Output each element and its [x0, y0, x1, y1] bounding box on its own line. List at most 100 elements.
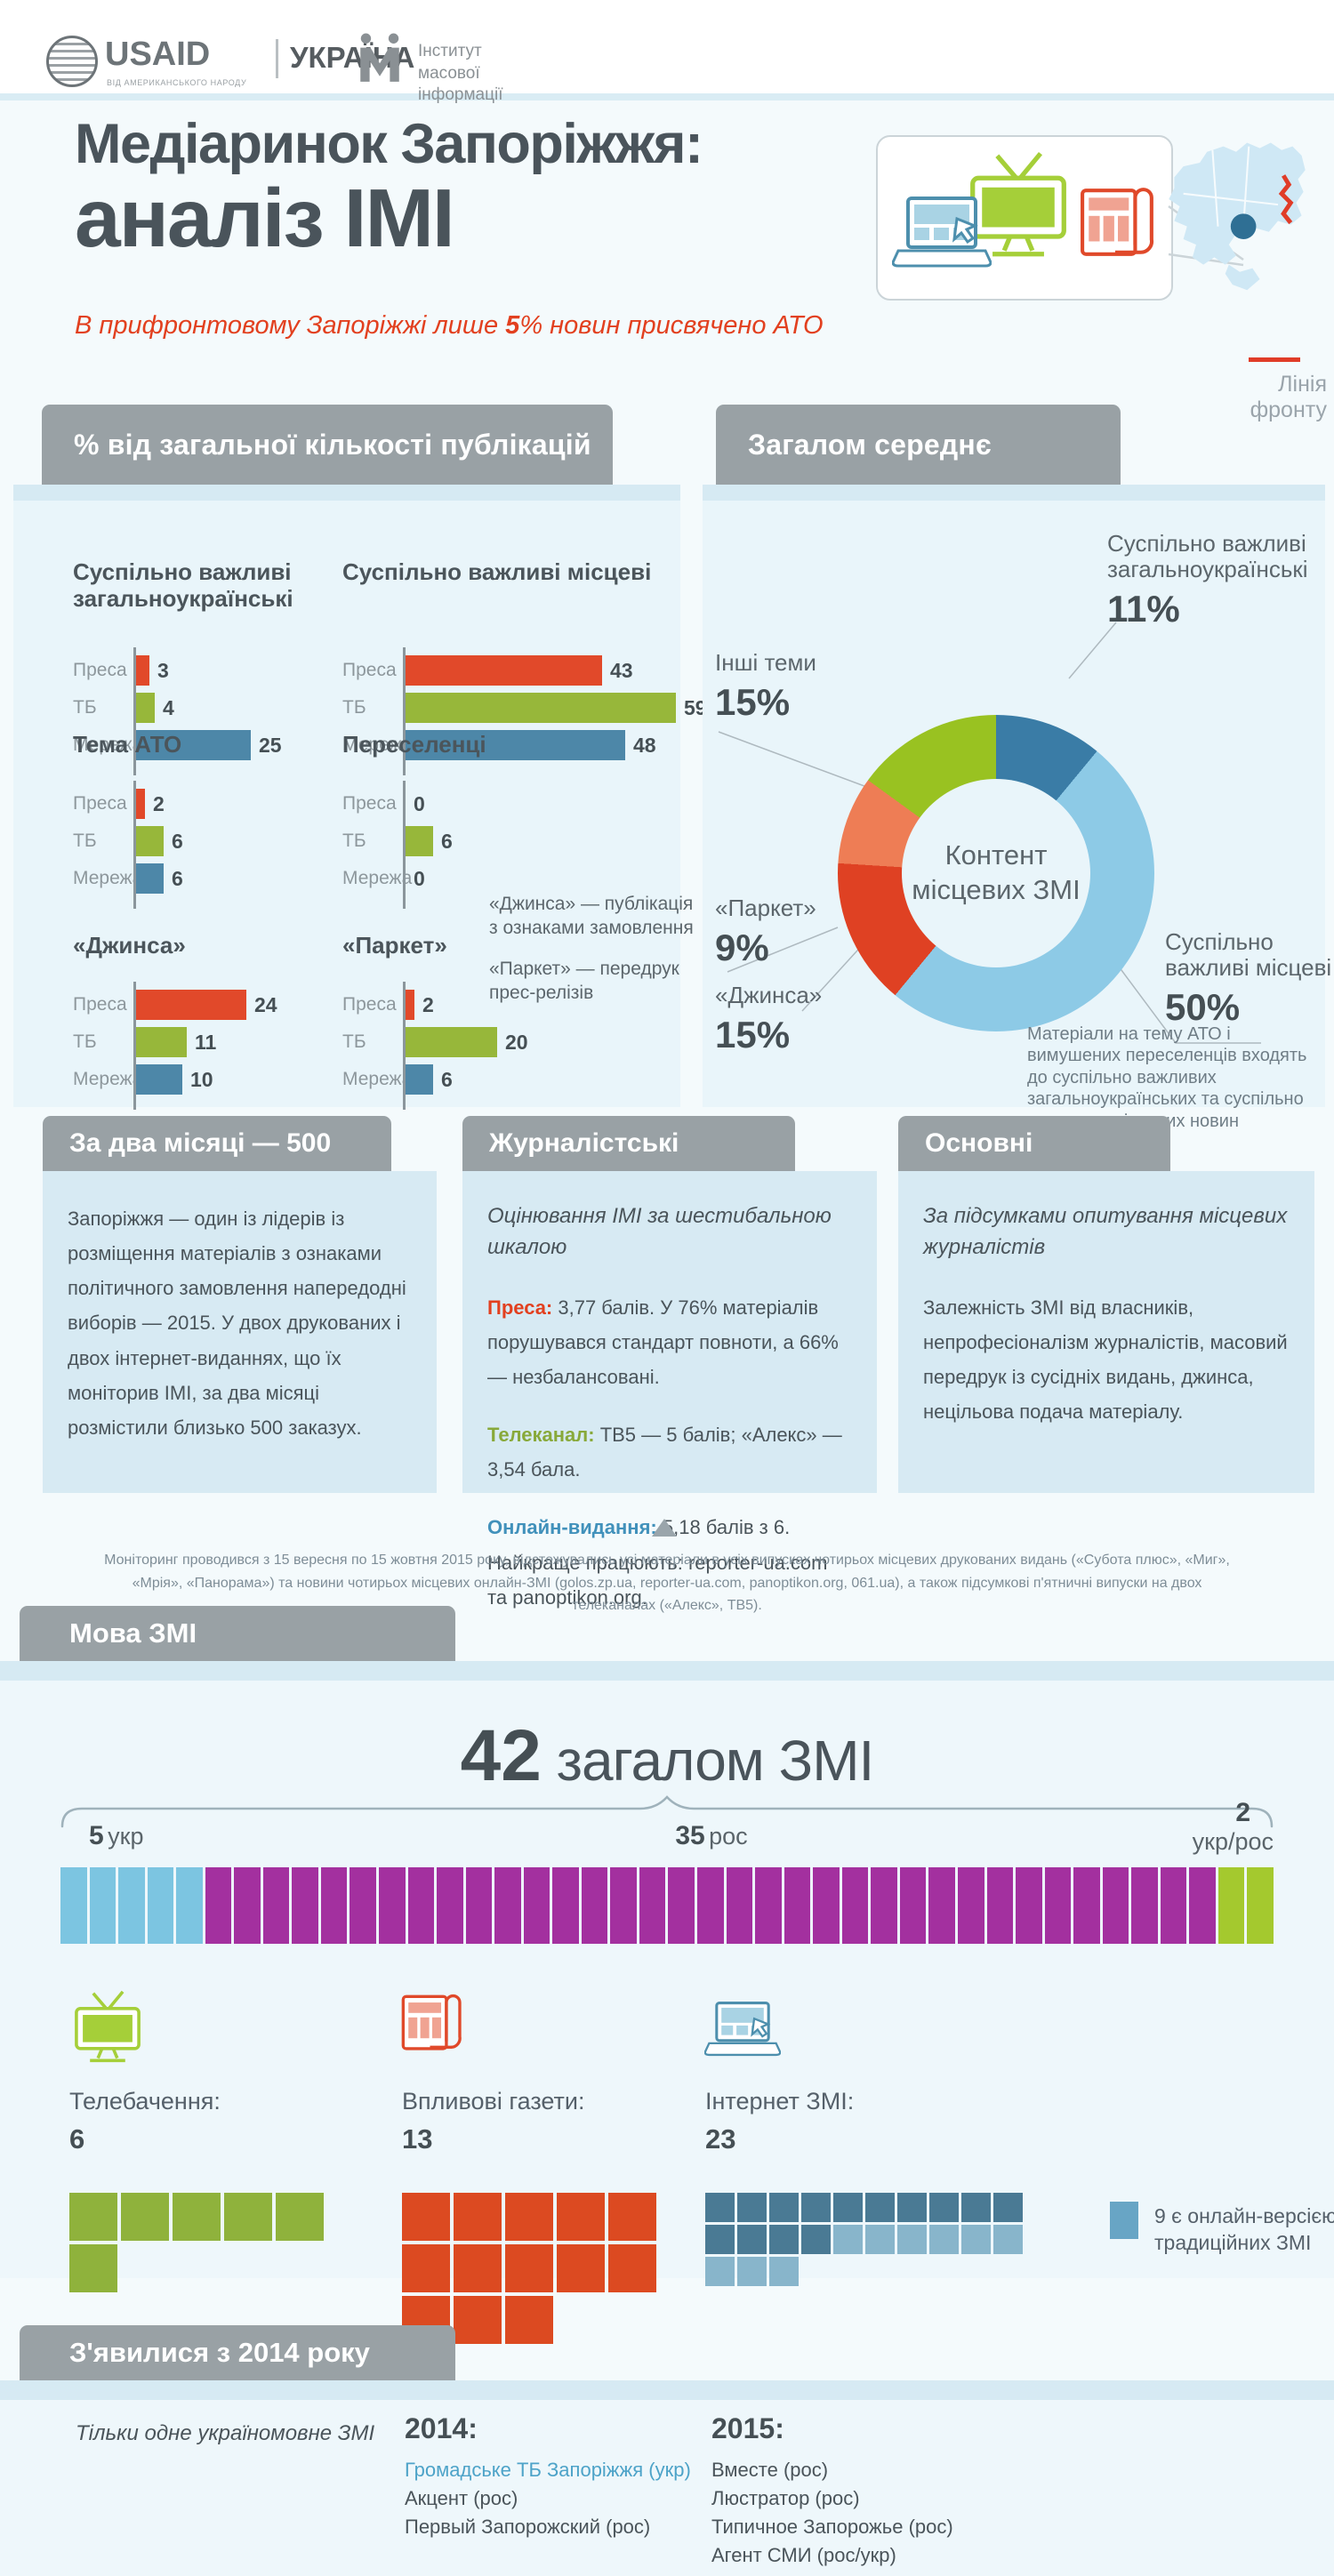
- donut-center-line1: Контент: [944, 839, 1048, 871]
- donut-label-parket: «Паркет» 9%: [715, 895, 816, 969]
- online-label: Онлайн-видання:: [487, 1516, 657, 1539]
- tv-label: Телеканал:: [487, 1424, 595, 1447]
- language-panel: 42 загалом ЗМІ 5 укр 35 рос 2 укр/рос Те…: [0, 1681, 1334, 2344]
- list-item-aktsent: Акцент (рос): [405, 2487, 518, 2509]
- zakazukha-text: Запоріжжя — один із лідерів із розміщенн…: [68, 1208, 406, 1439]
- box-header-zakazukha: За два місяці — 500 заказух: [43, 1116, 391, 1213]
- donut-label-inshi-temy: Інші теми 15%: [715, 649, 816, 724]
- total-media-number: 42: [460, 1715, 542, 1796]
- total-media-stat: 42 загалом ЗМІ: [0, 1714, 1334, 1798]
- year-2014-label: 2014:: [405, 2412, 478, 2444]
- imi-logo-icon: [360, 33, 399, 82]
- newspaper-icon: [401, 1994, 462, 2050]
- internet-pictogram: [705, 2193, 1025, 2289]
- definitions-note: «Джинса» — публікація з ознаками замовле…: [489, 892, 698, 1005]
- box-body-zakazukha: Запоріжжя — один із лідерів із розміщенн…: [43, 1171, 437, 1493]
- list-item-tipichnoe: Типичное Запорожье (рос): [711, 2516, 953, 2538]
- subtitle-number: 5: [505, 311, 520, 340]
- monitoring-footnote: Моніторинг проводився з 15 вересня по 15…: [104, 1553, 1230, 1614]
- usaid-brand-text: USAID: [105, 36, 211, 73]
- parket-definition: «Паркет» — передрук прес-релізів: [489, 958, 679, 1003]
- list-item-liustrator: Люстратор (рос): [711, 2487, 860, 2509]
- header-divider: [0, 93, 1334, 100]
- language-bar-chart: [60, 1867, 1274, 1944]
- brace: [60, 1795, 1274, 1828]
- standards-tv: Телеканал: ТВ5 — 5 балів; «Алекс» — 3,54…: [487, 1417, 852, 1487]
- usaid-tagline: ВІД АМЕРИКАНСЬКОГО НАРОДУ: [107, 78, 247, 87]
- donut-center-line2: місцевих ЗМІ: [912, 874, 1081, 905]
- donut-label-zahalnoukrainski: Суспільно важливі загальноукраїнські 11%: [1107, 530, 1308, 630]
- laptop-icon: [704, 2002, 781, 2057]
- section-header-average: Загалом середнє: [716, 405, 1121, 485]
- usaid-emblem-icon: [46, 36, 98, 87]
- crimea-shape: [1225, 264, 1260, 291]
- total-media-label: загалом ЗМІ: [541, 1729, 875, 1793]
- internet-label: Інтернет ЗМІ:: [705, 2088, 855, 2115]
- front-line-legend-swatch: [1249, 357, 1300, 362]
- lang-label-ukr-ros: 2 укр/рос: [1192, 1798, 1274, 1855]
- list-item-hromadske[interactable]: Громадське ТБ Запоріжжя (укр): [405, 2459, 691, 2481]
- since2014-strip: [0, 2380, 1334, 2400]
- average-panel: Контент місцевих ЗМІ Суспільно важливі з…: [703, 485, 1331, 1131]
- section-header-publications: % від загальної кількості публікацій: [42, 405, 613, 485]
- page-title-line2: аналіз ІМІ: [75, 172, 455, 264]
- donut-label-jeansa: «Джинса» 15%: [715, 982, 823, 1056]
- ukrainian-media-note: Тільки одне україномовне ЗМІ: [76, 2421, 375, 2445]
- chart-title: «Джинса»: [73, 932, 186, 959]
- papers-label: Впливові газети:: [402, 2088, 585, 2115]
- imi-logo: Інститут масової інформації: [354, 32, 621, 104]
- media-speech-bubble: [876, 135, 1173, 301]
- bar-chart-jeansa: «Джинса» Преса ТБ Мережа 24 11 10: [73, 932, 430, 1110]
- papers-count: 13: [402, 2123, 433, 2155]
- online-text: 5,18 балів з 6. Найкраще працюють: repor…: [487, 1516, 828, 1609]
- chart-title: Переселенці: [342, 731, 486, 758]
- lang-label-ukr: 5 укр: [89, 1821, 144, 1850]
- online-legend-text: 9 є онлайн-версією традиційних ЗМІ: [1154, 2204, 1334, 2254]
- bar-chart-tema-ato: Тема АТО Преса ТБ Мережа 2 6 6: [73, 731, 430, 909]
- box-body-standards: Оцінювання ІМІ за шестибальною шкалою Пр…: [462, 1171, 877, 1609]
- online-legend-swatch: [1110, 2202, 1138, 2239]
- subtitle-pre: В прифронтовому Запоріжжі лише: [75, 311, 506, 340]
- list-item-pervyi: Первый Запорожский (рос): [405, 2516, 651, 2538]
- donut-label-mistsevi: Суспільно важливі місцеві 50%: [1165, 928, 1332, 1029]
- panel-top-strip: [703, 485, 1325, 501]
- laptop-illustration-icon: [892, 197, 992, 268]
- publications-panel: Суспільно важливі загальноукраїнські Пре…: [13, 485, 707, 1110]
- logo-separator: [276, 39, 278, 78]
- tv-text: ТВ5 — 5 балів; «Алекс» — 3,54 бала.: [487, 1424, 842, 1481]
- usaid-wordmark: USAID: [105, 36, 210, 74]
- problems-text: Залежність ЗМІ від власників, непрофесіо…: [923, 1296, 1288, 1424]
- year-2015-label: 2015:: [711, 2412, 784, 2444]
- list-item-agent-smi: Агент СМИ (рос/укр): [711, 2544, 896, 2566]
- front-line-legend-label: Лінія фронту: [1250, 372, 1327, 422]
- chart-title: Суспільно важливі місцеві: [342, 558, 652, 585]
- tv-icon: [75, 1990, 141, 2063]
- press-text: 3,77 балів. У 76% матеріалів порушувався…: [487, 1296, 839, 1388]
- standards-intro: Оцінювання ІМІ за шестибальною шкалою: [487, 1204, 832, 1259]
- bar-chart-parket: «Паркет» Преса ТБ Мережа 2 20 6: [342, 932, 699, 1110]
- jeansa-definition: «Джинса» — публікація з ознаками замовле…: [489, 894, 694, 939]
- chart-title: «Паркет»: [342, 932, 447, 959]
- usaid-logo: USAID ВІД АМЕРИКАНСЬКОГО НАРОДУ УКРАЇНА: [46, 34, 414, 91]
- box-body-problems: За підсумками опитування місцевих журнал…: [898, 1171, 1314, 1493]
- papers-pictogram: [402, 2193, 660, 2347]
- language-strip: [0, 1661, 1334, 1681]
- section-header-since2014: З'явилися з 2014 року: [20, 2325, 455, 2380]
- page-title-line1: Медіаринок Запоріжжя:: [75, 113, 703, 175]
- donut-center: Контент місцевих ЗМІ: [902, 779, 1090, 967]
- ukraine-shape: [1169, 142, 1306, 265]
- content-donut-chart: Контент місцевих ЗМІ: [838, 715, 1154, 1031]
- collapse-triangle-icon[interactable]: [652, 1519, 677, 1537]
- chart-title: Тема АТО: [73, 731, 182, 758]
- ukraine-map: [1169, 142, 1306, 291]
- standards-online: Онлайн-видання: 5,18 балів з 6. Найкраще…: [487, 1510, 852, 1614]
- press-label: Преса:: [487, 1296, 553, 1319]
- box-header-problems: Основні проблеми: [898, 1116, 1170, 1213]
- page-subtitle: В прифронтовому Запоріжжі лише 5% новин …: [75, 311, 824, 341]
- lang-label-ros: 35 рос: [675, 1821, 748, 1850]
- list-item-vmeste: Вместе (рос): [711, 2459, 829, 2481]
- bar-chart-suspilno-zahalnoukrainski: Суспільно важливі загальноукраїнські Пре…: [73, 558, 430, 775]
- zaporizhzhia-dot: [1230, 213, 1257, 239]
- chart-title: Суспільно важливі загальноукраїнські: [73, 558, 293, 613]
